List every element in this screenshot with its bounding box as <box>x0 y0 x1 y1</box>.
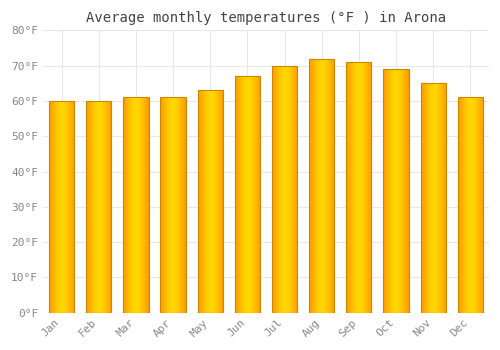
Title: Average monthly temperatures (°F ) in Arona: Average monthly temperatures (°F ) in Ar… <box>86 11 446 25</box>
Bar <box>234 76 260 313</box>
Bar <box>86 101 112 313</box>
Bar <box>420 83 446 313</box>
Bar <box>272 66 297 313</box>
Bar <box>49 101 74 313</box>
Bar <box>309 59 334 313</box>
Bar <box>384 69 408 313</box>
Bar <box>123 97 148 313</box>
Bar <box>458 97 483 313</box>
Bar <box>198 90 223 313</box>
Bar <box>346 62 372 313</box>
Bar <box>160 97 186 313</box>
